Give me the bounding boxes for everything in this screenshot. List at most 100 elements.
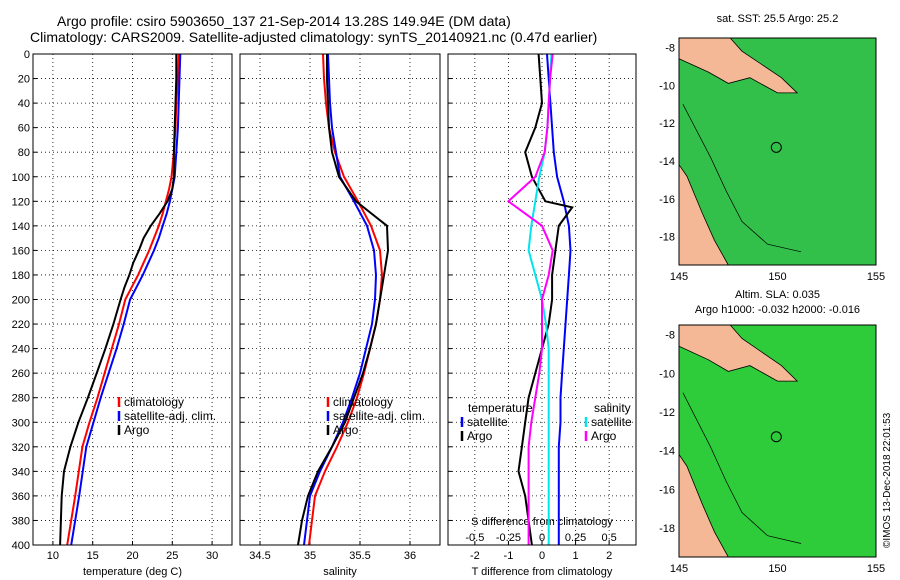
map-y-tick-label: -8 — [665, 42, 675, 54]
y-tick-label: 120 — [12, 196, 30, 208]
map-y-tick-label: -14 — [659, 446, 675, 458]
x-axis-label: salinity — [323, 566, 357, 578]
map-frame — [678, 37, 877, 266]
land-new-guinea — [678, 37, 799, 94]
series-t-argo — [517, 53, 574, 546]
legend-salinity-title: salinity — [594, 401, 631, 415]
title-line-1: Argo profile: csiro 5903650_137 21-Sep-2… — [57, 13, 511, 29]
x-tick-label: 20 — [126, 550, 138, 562]
salinity-tick-label: -0.25 — [496, 532, 521, 544]
salinity-tick-label: 0.5 — [601, 532, 616, 544]
map-y-tick-label: -12 — [659, 118, 675, 130]
x-axis-label: temperature (deg C) — [83, 566, 182, 578]
depth-contour — [682, 104, 802, 253]
y-tick-label: 400 — [12, 540, 30, 552]
map-x-tick-label: 155 — [867, 271, 885, 283]
legend-label: satellite — [467, 415, 508, 429]
y-tick-label: 60 — [18, 123, 30, 135]
y-tick-label: 20 — [18, 74, 30, 86]
y-tick-label: 340 — [12, 466, 30, 478]
legend-label: Argo — [333, 423, 359, 437]
salinity-tick-label: -0.5 — [465, 532, 484, 544]
argo-position-marker — [770, 141, 782, 153]
map-frame — [678, 324, 877, 558]
plot-frame — [239, 53, 441, 546]
legend-label: Argo — [124, 423, 150, 437]
salinity-tick-label: 0.25 — [565, 532, 586, 544]
y-tick-label: 380 — [12, 515, 30, 527]
y-tick-label: 200 — [12, 295, 30, 307]
map-y-tick-label: -16 — [659, 194, 675, 206]
map-y-tick-label: -8 — [665, 330, 675, 342]
x-tick-label: 34.5 — [249, 550, 270, 562]
map-title: sat. SST: 25.5 Argo: 25.2 — [717, 13, 839, 25]
salinity-axis-label: S difference from climatology — [471, 516, 613, 528]
series-argo — [59, 54, 178, 546]
y-tick-label: 40 — [18, 98, 30, 110]
map-y-tick-label: -12 — [659, 407, 675, 419]
title-line-2: Climatology: CARS2009. Satellite-adjuste… — [30, 29, 598, 45]
legend-label: satellite-adj. clim. — [333, 409, 425, 423]
map-x-tick-label: 145 — [670, 271, 688, 283]
map-y-tick-label: -10 — [659, 80, 675, 92]
y-tick-label: 240 — [12, 344, 30, 356]
y-tick-label: 280 — [12, 393, 30, 405]
x-tick-label: 1 — [573, 550, 579, 562]
legend-label: climatology — [124, 395, 184, 409]
y-tick-label: 100 — [12, 172, 30, 184]
legend-temperature-title: temperature — [468, 401, 533, 415]
salinity-plot: 34.5 35 35.5 36 salinity climatologysatellite… — [239, 53, 441, 578]
series-argo — [297, 54, 390, 546]
legend-label: satellite — [591, 415, 632, 429]
plot-frame — [447, 53, 637, 546]
x-tick-label: -1 — [504, 550, 514, 562]
x-tick-label: 35.5 — [349, 550, 370, 562]
map-y-tick-label: -18 — [659, 523, 675, 535]
x-tick-label: 10 — [47, 550, 59, 562]
series-satellite-adj-clim- — [70, 53, 182, 546]
map-y-tick-label: -18 — [659, 232, 675, 244]
series-t-satellite — [546, 53, 572, 545]
map-x-tick-label: 145 — [670, 563, 688, 575]
legend-label: climatology — [333, 395, 393, 409]
depth-contour — [682, 392, 802, 544]
difference-plot: -2 -1 0 1 2 -0.5 -0.25 0 0.25 0.5 S difference fro… — [447, 53, 637, 578]
x-tick-label: 25 — [166, 550, 178, 562]
map-x-tick-label: 155 — [867, 563, 885, 575]
map-x-tick-label: 150 — [768, 563, 786, 575]
x-tick-label: 15 — [87, 550, 99, 562]
y-tick-label: 0 — [24, 49, 30, 61]
legend-label: Argo — [591, 429, 617, 443]
x-tick-label: 36 — [404, 550, 416, 562]
y-tick-label: 300 — [12, 417, 30, 429]
y-tick-label: 140 — [12, 221, 30, 233]
map-y-tick-label: -10 — [659, 368, 675, 380]
series-s-argo — [506, 53, 554, 545]
x-tick-label: 30 — [206, 550, 218, 562]
map-x-tick-label: 150 — [768, 271, 786, 283]
y-tick-label: 220 — [12, 319, 30, 331]
salinity-tick-label: 0 — [539, 532, 545, 544]
temperature-plot: 0 20 40 60 80 100 120 140 160 180 200 220 240 260 280 3… — [12, 49, 233, 578]
x-tick-label: -2 — [470, 550, 480, 562]
y-tick-label: 360 — [12, 491, 30, 503]
maps: sat. SST: 25.5 Argo: 25.2 145 150 155 -8 -10 -… — [659, 13, 885, 575]
plot-frame — [32, 53, 233, 546]
y-tick-label: 80 — [18, 147, 30, 159]
argo-position-marker — [770, 431, 782, 443]
watermark: ©IMOS 13-Dec-2018 22:01:53 — [882, 412, 893, 548]
legend-label: satellite-adj. clim. — [124, 409, 216, 423]
y-tick-label: 180 — [12, 270, 30, 282]
y-tick-label: 320 — [12, 442, 30, 454]
y-tick-label: 160 — [12, 245, 30, 257]
x-tick-label: 35 — [304, 550, 316, 562]
x-tick-label: 2 — [606, 550, 612, 562]
land-new-guinea — [678, 324, 799, 382]
map-y-tick-label: -14 — [659, 156, 675, 168]
map-y-tick-label: -16 — [659, 484, 675, 496]
legend-label: Argo — [467, 429, 493, 443]
map-title: Altim. SLA: 0.035 — [735, 289, 820, 301]
y-tick-label: 260 — [12, 368, 30, 380]
map-title: Argo h1000: -0.032 h2000: -0.016 — [695, 304, 860, 316]
